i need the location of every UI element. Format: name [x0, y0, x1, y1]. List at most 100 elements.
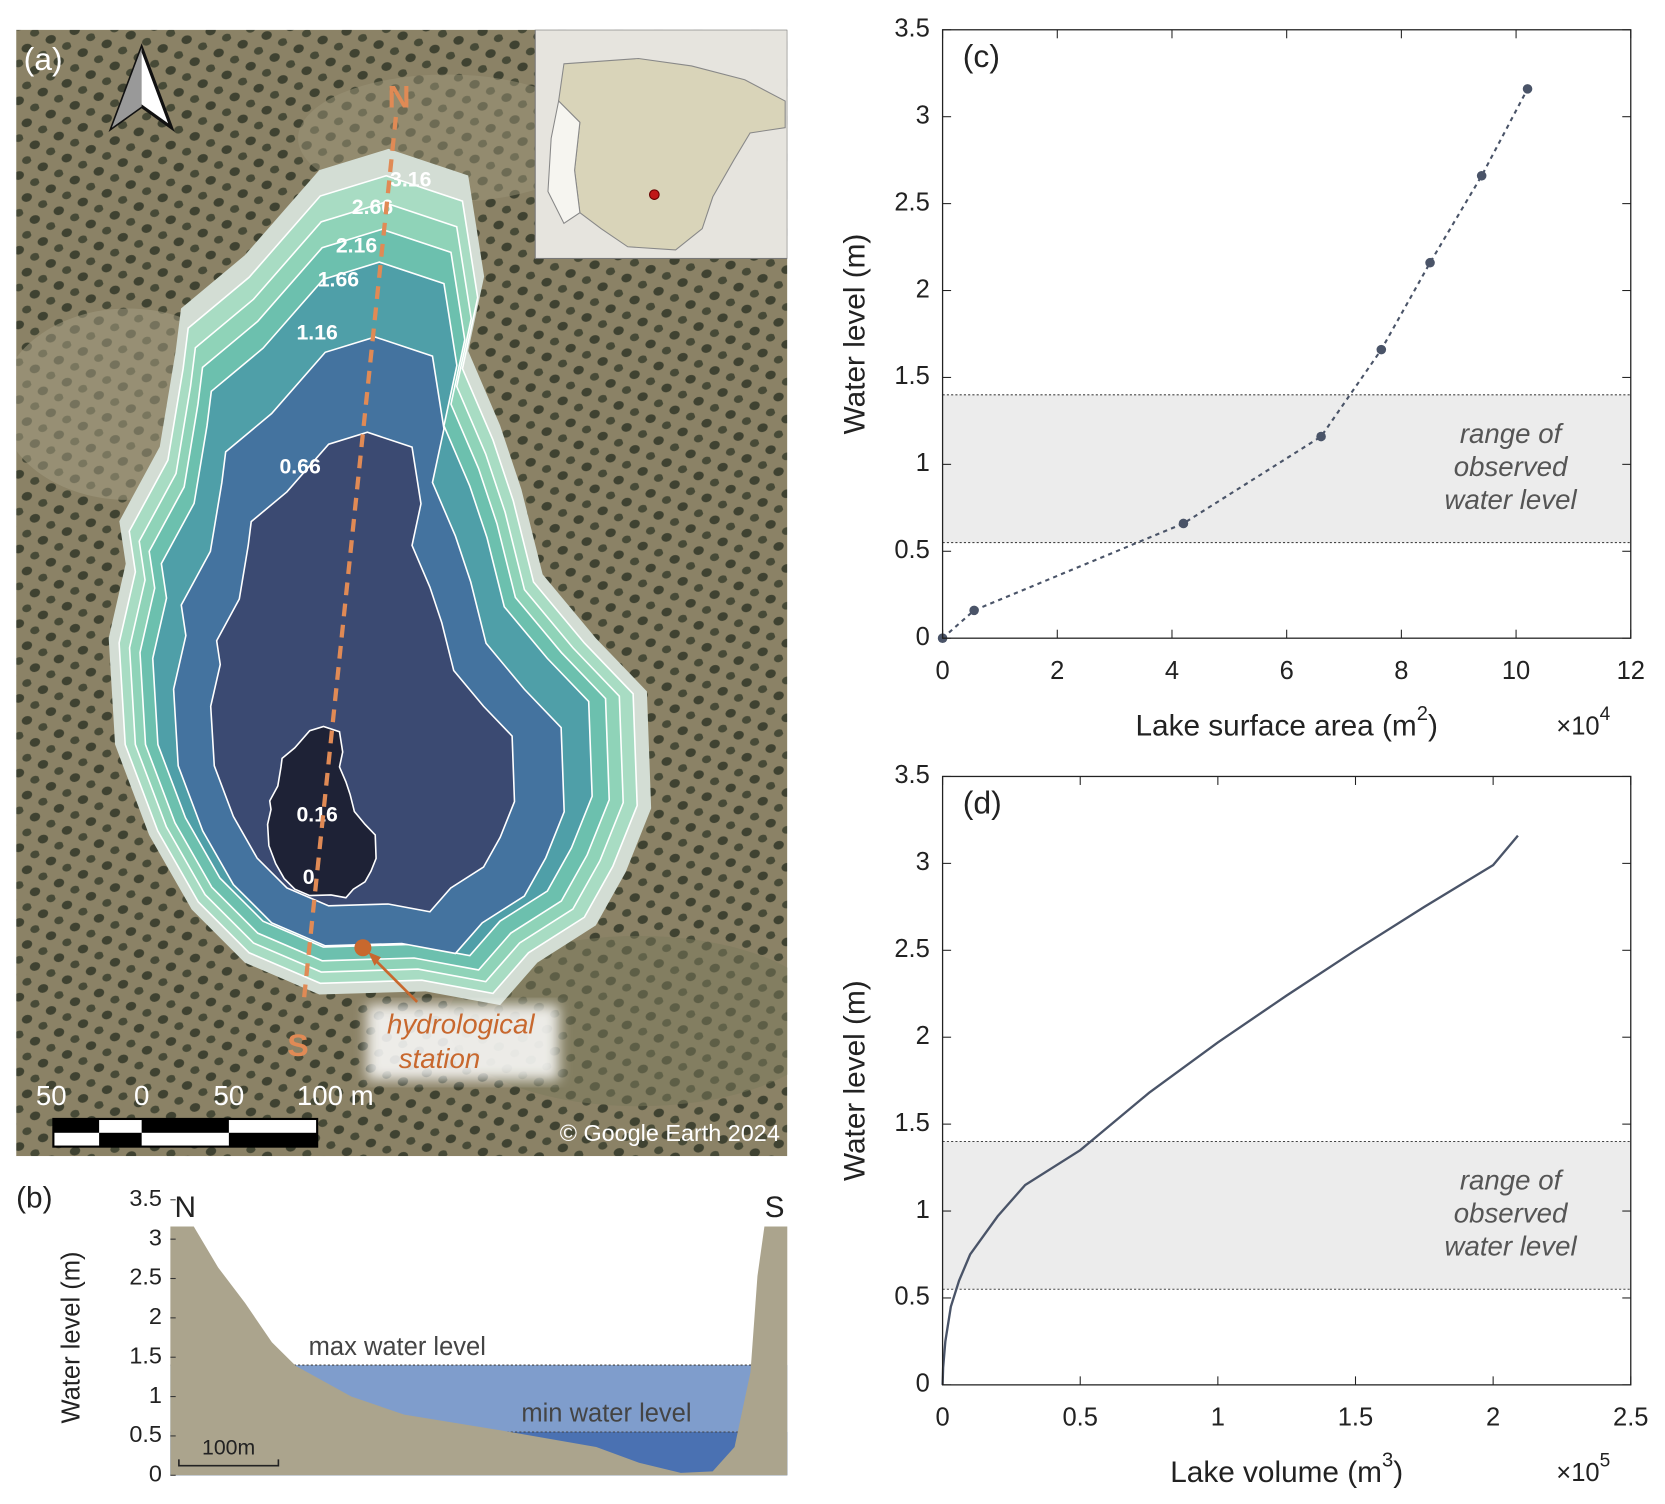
scale-block [53, 1118, 100, 1133]
x-axis-label-part: Lake surface area (m [1135, 709, 1416, 742]
arrow-head [368, 951, 381, 966]
x-axis-label-sup: 2 [1417, 703, 1428, 725]
y-tick-label: 3 [916, 848, 930, 876]
y-tick-label: 0 [916, 623, 930, 651]
site-marker [649, 189, 660, 200]
x-tick-label: 1 [1211, 1404, 1225, 1432]
data-point [969, 605, 979, 616]
scale-block [228, 1132, 318, 1147]
y-tick-label: 2.5 [129, 1264, 162, 1290]
contour-band [266, 725, 377, 899]
y-tick-label: 0.5 [894, 536, 929, 564]
panel-label: (c) [963, 38, 1000, 74]
y-tick-label: 3.5 [129, 1185, 162, 1211]
north-arrow-shade [111, 47, 142, 128]
panel-label: (a) [24, 41, 63, 77]
y-tick-label: 1 [916, 449, 930, 477]
scale-bar-label: 100m [202, 1435, 255, 1459]
x-tick-label: 4 [1165, 657, 1179, 685]
contour-label: 1.66 [318, 267, 360, 291]
x-axis-label: Lake volume (m3) [1170, 1450, 1403, 1489]
axes-frame [941, 775, 1632, 1386]
x-multiplier-base: ×10 [1556, 712, 1599, 740]
x-axis-label: Lake surface area (m2) [1135, 703, 1437, 742]
range-label: range of [1460, 418, 1565, 449]
data-line [941, 88, 1529, 639]
x-axis-label-part: Lake volume (m [1170, 1456, 1382, 1489]
y-tick-label: 3 [916, 101, 930, 129]
x-multiplier-exp: 5 [1600, 1451, 1611, 1472]
x-axis-label-sup: 3 [1382, 1450, 1393, 1472]
contour-label: 1.16 [296, 321, 338, 345]
scale-label: 0 [134, 1080, 149, 1111]
x-tick-label: 0 [935, 657, 949, 685]
x-multiplier-exp: 4 [1600, 704, 1611, 725]
y-tick-label: 2.5 [894, 188, 929, 216]
y-tick-label: 2 [916, 275, 930, 303]
y-tick-label: 3.5 [894, 15, 929, 43]
range-label: observed [1454, 1198, 1569, 1229]
y-tick-label: 1 [149, 1382, 162, 1408]
contour-label: 2.16 [336, 233, 378, 257]
end-label: N [175, 1191, 197, 1224]
contour-label: 0 [303, 865, 315, 889]
hydrological-station [354, 939, 372, 957]
y-tick-label: 1.5 [894, 1109, 929, 1137]
x-multiplier: ×105 [1556, 1451, 1610, 1487]
x-tick-label: 2 [1486, 1404, 1500, 1432]
y-tick-label: 0 [916, 1370, 930, 1398]
y-tick-label: 3 [149, 1224, 162, 1250]
lake-contours: 3.162.662.161.661.160.660.160 [108, 148, 652, 1006]
scale-label: 100 m [297, 1080, 374, 1111]
end-label: S [765, 1191, 785, 1224]
map-panel: 3.162.662.161.661.160.660.160 (a) N S hy… [16, 29, 788, 1157]
panel-label: (b) [16, 1182, 52, 1215]
y-tick-label: 1.5 [129, 1342, 162, 1368]
data-point [1376, 344, 1387, 355]
y-axis-label: Water level (m) [838, 980, 871, 1181]
credit: © Google Earth 2024 [560, 1120, 780, 1146]
scale-label: 50 [36, 1080, 67, 1111]
contour-label: 0.66 [279, 455, 321, 479]
range-label: range of [1460, 1165, 1565, 1196]
x-tick-label: 0.5 [1062, 1404, 1097, 1432]
level-label: max water level [309, 1333, 486, 1361]
scale-label: 50 [214, 1080, 245, 1111]
axes-frame [941, 29, 1632, 639]
x-tick-label: 8 [1394, 657, 1408, 685]
station-label: hydrological [387, 1009, 535, 1040]
observed-range [942, 1141, 1631, 1290]
terrain [170, 1226, 788, 1476]
y-tick-label: 1.5 [894, 362, 929, 390]
portugal [547, 99, 581, 225]
transect-south: S [287, 1027, 308, 1063]
range-label: water level [1445, 1231, 1578, 1262]
panel-label: (d) [963, 785, 1002, 821]
x-tick-label: 2.5 [1613, 1404, 1648, 1432]
y-tick-label: 2 [916, 1022, 930, 1050]
scale-block [141, 1118, 229, 1133]
x-tick-label: 6 [1280, 657, 1294, 685]
contour-label: 3.16 [390, 167, 432, 191]
x-tick-label: 1.5 [1338, 1404, 1373, 1432]
data-point [1522, 84, 1533, 94]
y-tick-label: 1 [916, 1196, 930, 1224]
label-halo [367, 1005, 559, 1080]
x-tick-label: 10 [1502, 657, 1530, 685]
scale-bar [178, 1459, 280, 1467]
observed-range [942, 394, 1631, 543]
transect-north: N [388, 78, 411, 114]
x-multiplier-base: ×10 [1556, 1459, 1599, 1487]
y-tick-label: 0 [149, 1460, 162, 1486]
range-label: observed [1454, 451, 1569, 482]
data-line [941, 834, 1519, 1385]
y-tick-label: 2 [149, 1303, 162, 1329]
y-axis-label: Water level (m) [57, 1252, 85, 1424]
station-label: station [399, 1043, 480, 1074]
y-tick-label: 0.5 [894, 1283, 929, 1311]
scale-bar [52, 1117, 319, 1148]
data-point [1316, 431, 1326, 442]
level-label: min water level [521, 1400, 691, 1428]
y-tick-label: 3.5 [894, 761, 929, 789]
